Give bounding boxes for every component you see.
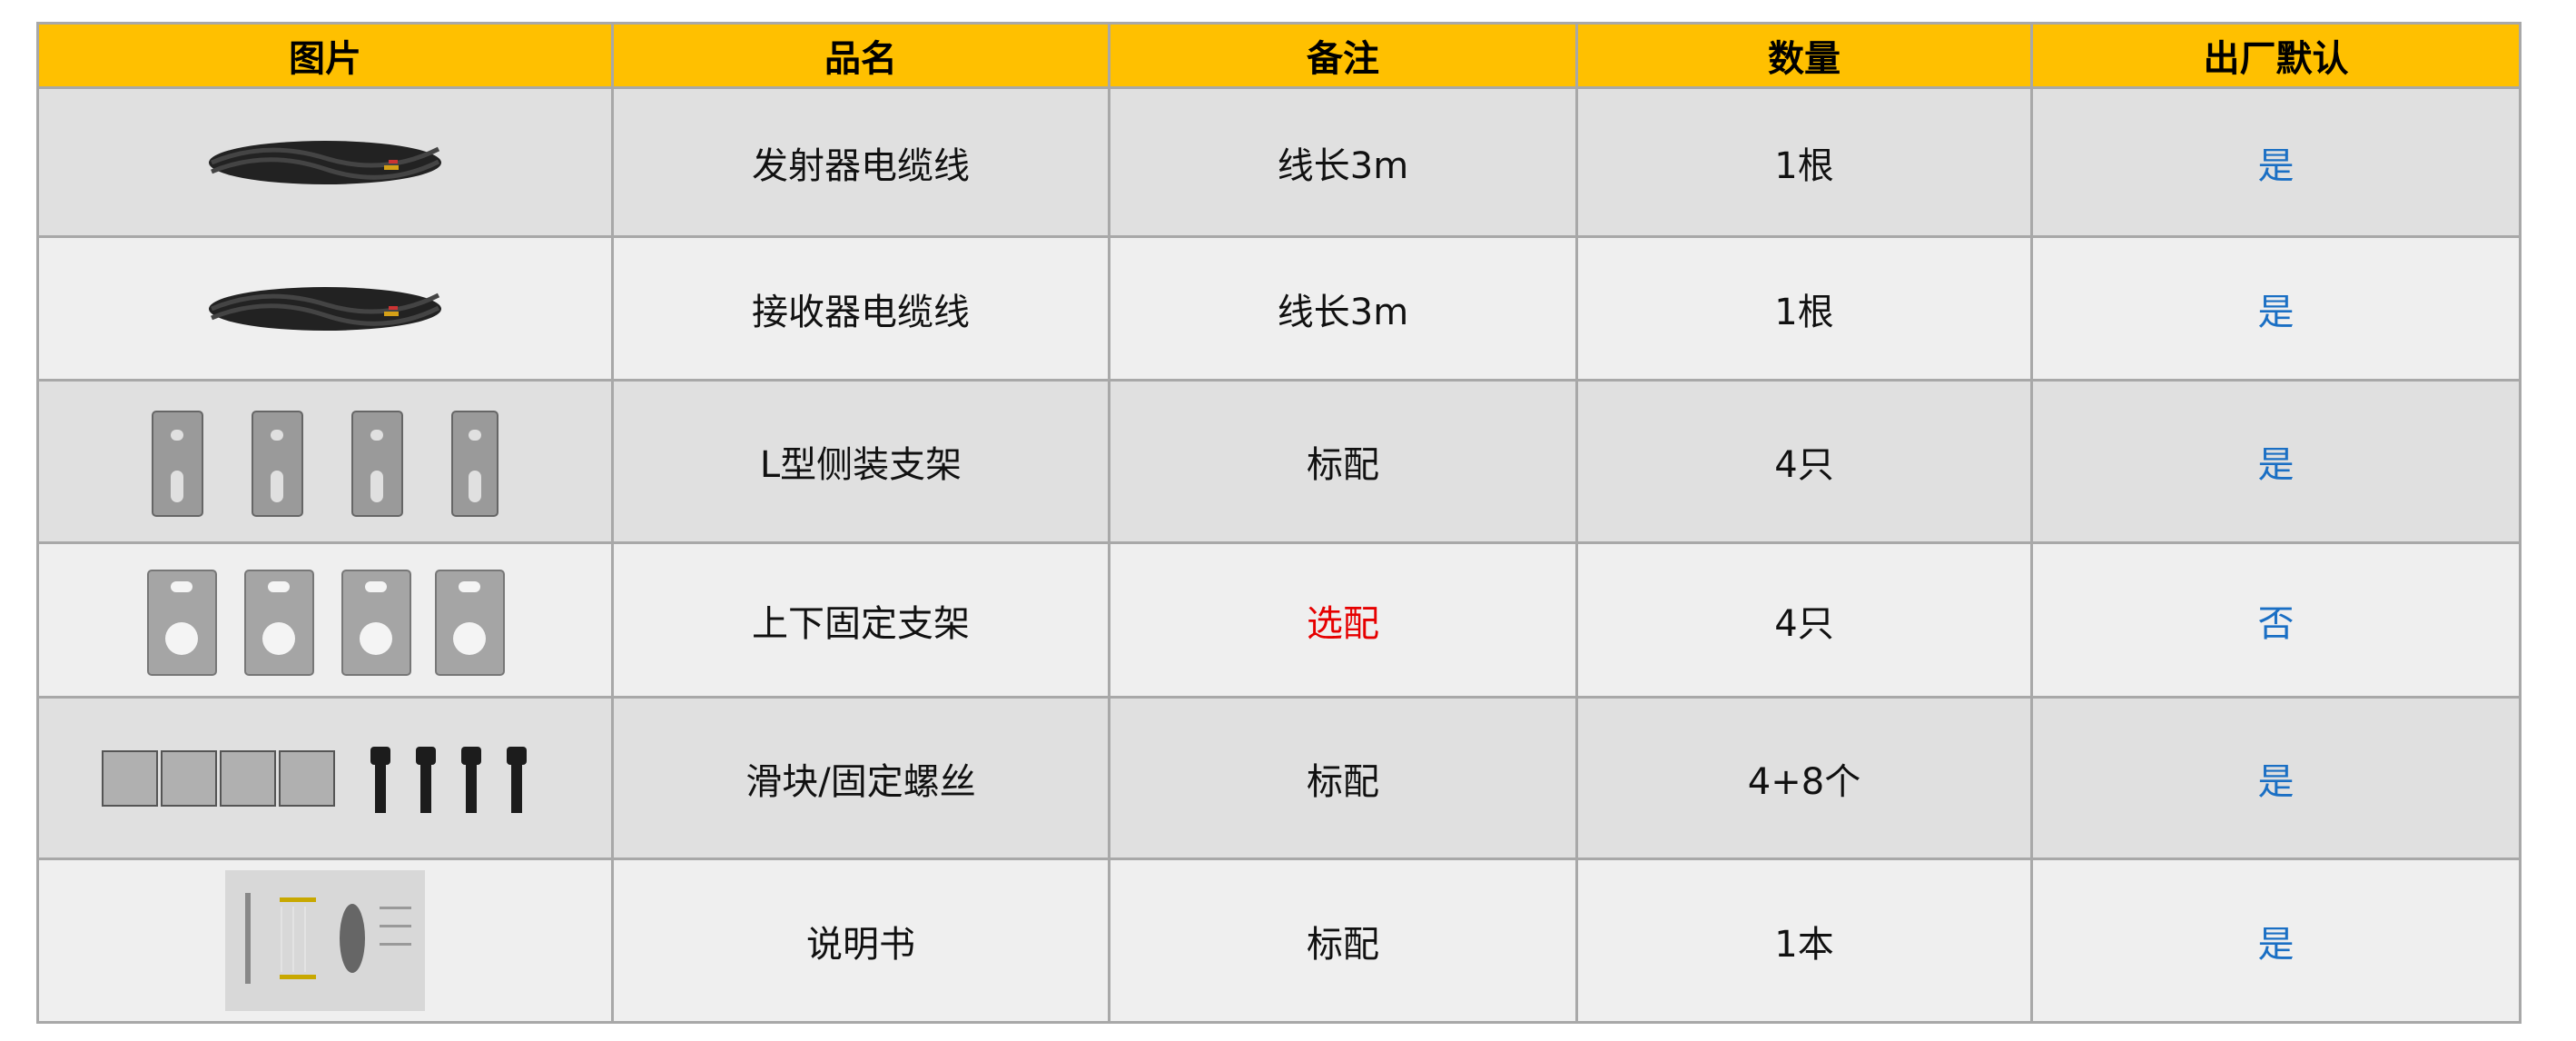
cable-coil-image [36,86,614,238]
item-default: 是 [2030,858,2522,1024]
item-default: 是 [2030,86,2522,238]
item-qty: 1根 [1575,86,2033,238]
item-name: L型侧装支架 [611,379,1110,544]
table-row: L型侧装支架 标配 4只 是 [36,379,2522,544]
header-row: 图片 品名 备注 数量 出厂默认 [36,22,2522,89]
table-row: 说明书 标配 1本 是 [36,858,2522,1024]
header-qty: 数量 [1575,22,2033,89]
item-qty: 4只 [1575,379,2033,544]
item-default: 是 [2030,235,2522,382]
cable-coil-image [36,235,614,382]
item-default: 是 [2030,379,2522,544]
item-qty: 4只 [1575,541,2033,699]
item-note: 线长3m [1108,235,1578,382]
item-default: 是 [2030,696,2522,860]
updown-bracket-image [36,541,614,699]
l-bracket-image [36,379,614,544]
slider-screws-image [36,696,614,860]
header-image: 图片 [36,22,614,89]
accessory-table: 图片 品名 备注 数量 出厂默认 发射器电缆线 线长3m 1根 是 接收器电缆线… [36,22,2522,1024]
item-note: 标配 [1108,696,1578,860]
manual-booklet-image [36,858,614,1024]
item-name: 滑块/固定螺丝 [611,696,1110,860]
item-note: 标配 [1108,379,1578,544]
item-name: 发射器电缆线 [611,86,1110,238]
item-name: 上下固定支架 [611,541,1110,699]
table-row: 上下固定支架 选配 4只 否 [36,541,2522,699]
item-note: 选配 [1108,541,1578,699]
table-row: 接收器电缆线 线长3m 1根 是 [36,235,2522,382]
header-name: 品名 [611,22,1110,89]
table-row: 发射器电缆线 线长3m 1根 是 [36,86,2522,238]
item-qty: 4+8个 [1575,696,2033,860]
item-note: 线长3m [1108,86,1578,238]
header-note: 备注 [1108,22,1578,89]
header-default: 出厂默认 [2030,22,2522,89]
item-name: 接收器电缆线 [611,235,1110,382]
item-qty: 1本 [1575,858,2033,1024]
item-qty: 1根 [1575,235,2033,382]
table-row: 滑块/固定螺丝 标配 4+8个 是 [36,696,2522,860]
item-name: 说明书 [611,858,1110,1024]
item-note: 标配 [1108,858,1578,1024]
item-default: 否 [2030,541,2522,699]
